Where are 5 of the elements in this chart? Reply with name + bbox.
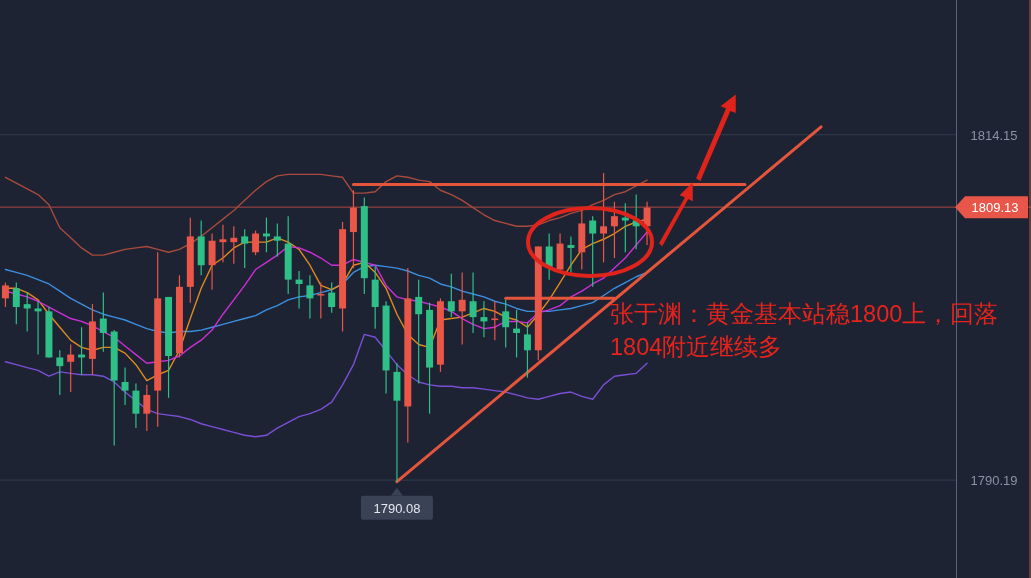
- ref-line-label: 1809.13: [971, 200, 1019, 216]
- y-tick-label: 1790.19: [970, 473, 1018, 489]
- annotation: 1790.08: [373, 500, 421, 516]
- y-tick-label: 1814.15: [970, 127, 1018, 143]
- annotation: 张于渊：黄金基本站稳1800上，回落1804附近继续多: [610, 300, 1000, 362]
